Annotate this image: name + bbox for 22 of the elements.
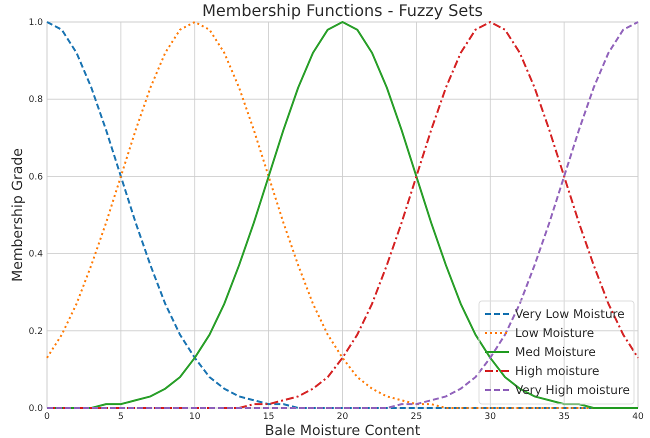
x-tick-label: 5 [118,412,124,422]
x-tick-label: 15 [262,412,274,422]
x-tick-label: 25 [410,412,422,422]
y-tick-label: 0.0 [28,404,44,414]
legend-label: High moisture [515,364,600,378]
y-tick-label: 1.0 [28,18,44,28]
x-tick-label: 40 [632,412,644,422]
y-tick-label: 0.2 [28,326,43,337]
x-tick-label: 0 [44,412,50,422]
y-tick-label: 0.6 [28,172,44,182]
y-tick-label: 0.4 [28,250,44,260]
legend-label: Med Moisture [515,345,596,359]
y-axis-title: Membership Grade [10,148,26,282]
x-tick-label: 35 [558,412,570,422]
y-tick-label: 0.8 [28,95,44,106]
x-tick-label: 10 [189,412,201,422]
x-tick-label: 30 [484,412,496,422]
legend-label: Low Moisture [515,326,594,340]
x-axis-title: Bale Moisture Content [264,423,421,438]
x-tick-label: 20 [336,412,348,422]
legend-label: Very Low Moisture [515,307,625,321]
chart-title: Membership Functions - Fuzzy Sets [202,1,483,20]
